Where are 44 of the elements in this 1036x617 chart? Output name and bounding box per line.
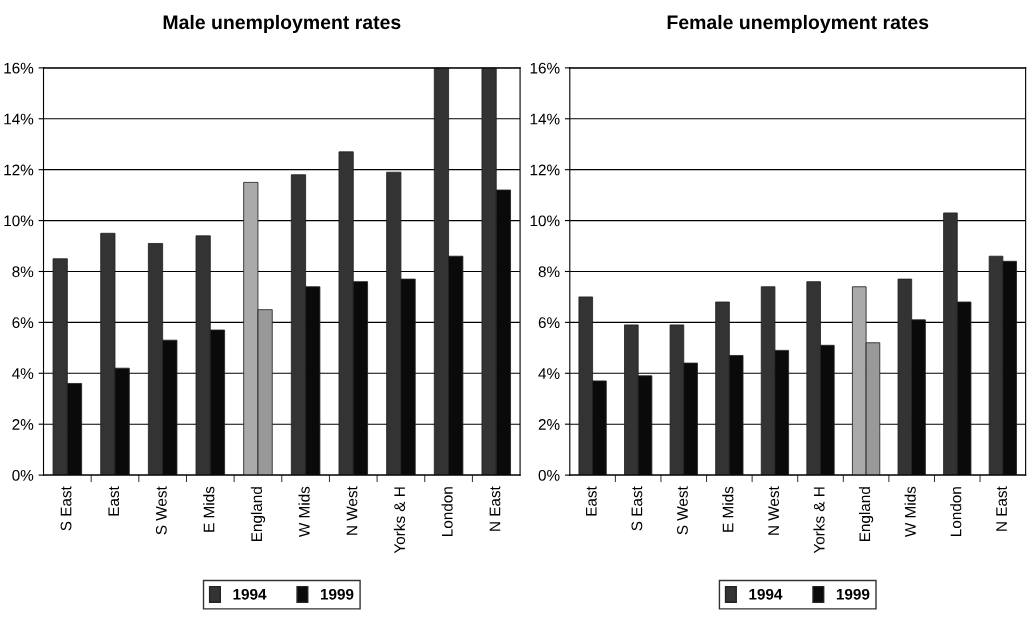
legend-label: 1999 [836, 588, 870, 600]
y-tick-label: 14% [530, 113, 560, 125]
x-tick-label: London [950, 487, 962, 536]
x-tick-label: S West [677, 486, 688, 535]
x-tick-label: E Mids [722, 486, 734, 532]
x-tick-label: W Mids [904, 486, 916, 538]
x-tick-label: E Mids [203, 486, 215, 532]
x-tick-label: W Mids [298, 486, 310, 538]
x-tick-label: N West [346, 486, 358, 535]
y-tick-label: 12% [530, 164, 560, 176]
x-tick-label: S West [155, 486, 167, 535]
y-tick-label: 8% [538, 266, 560, 278]
legend-label: 1994 [749, 588, 783, 600]
y-tick-label: 6% [538, 317, 560, 329]
y-tick-label: 10% [530, 215, 560, 227]
chart-title: Male unemployment rates [163, 14, 401, 34]
x-tick-label: England [858, 487, 874, 542]
y-tick-label: 14% [4, 113, 34, 125]
y-tick-label: 4% [12, 368, 34, 379]
y-tick-label: 4% [538, 368, 560, 379]
x-tick-label: N West [768, 486, 780, 535]
y-tick-label: 12% [4, 164, 34, 176]
x-tick-label: N East [489, 486, 501, 531]
chart-title: Female unemployment rates [667, 14, 929, 34]
x-tick-label: London [441, 487, 453, 536]
x-tick-label: England [250, 487, 266, 542]
y-tick-label: 8% [12, 266, 34, 278]
y-tick-label: 2% [12, 419, 34, 430]
y-tick-label: 10% [4, 215, 34, 227]
y-tick-label: 6% [12, 317, 34, 329]
x-tick-label: S East [631, 486, 643, 531]
y-tick-label: 16% [530, 62, 560, 74]
y-tick-label: 2% [538, 419, 560, 430]
x-tick-label: Yorks & H [393, 487, 406, 554]
x-tick-label: East [108, 486, 120, 516]
y-tick-label: 16% [4, 62, 34, 74]
y-tick-label: 0% [538, 469, 560, 481]
legend-label: 1999 [320, 588, 354, 600]
legend-label: 1994 [233, 588, 267, 600]
x-tick-label: N East [996, 486, 1007, 531]
x-tick-label: Yorks & H [813, 487, 825, 554]
x-tick-label: S East [60, 486, 72, 531]
y-tick-label: 0% [12, 469, 34, 481]
x-tick-label: East [586, 486, 597, 516]
